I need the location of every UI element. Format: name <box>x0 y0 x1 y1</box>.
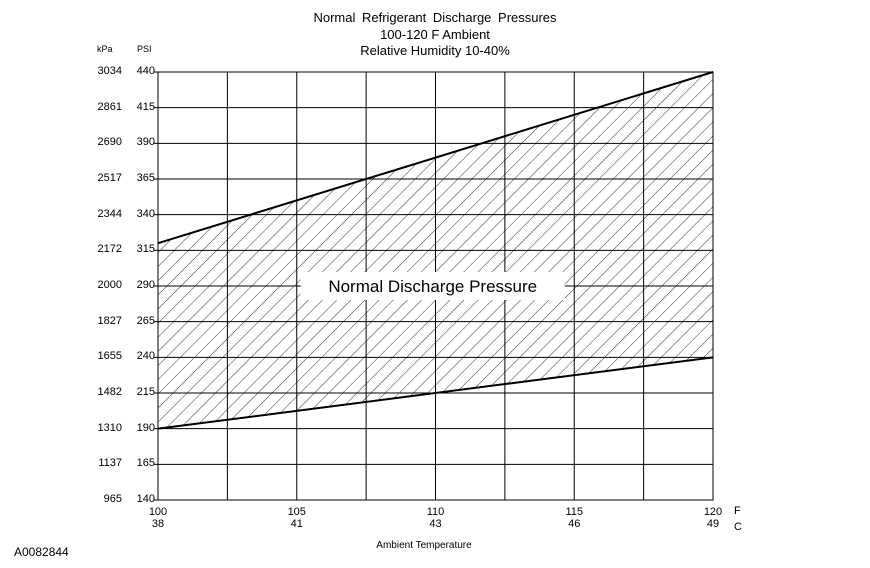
y-tick-label-psi: 390 <box>136 136 155 149</box>
y-tick-label-kpa: 2690 <box>97 136 122 149</box>
y-tick-label-kpa: 1137 <box>98 457 122 470</box>
y-tick-label-psi: 240 <box>136 350 155 363</box>
y-tick-label-psi: 265 <box>136 314 155 327</box>
celsius-unit-label: C <box>734 521 742 533</box>
y-tick-label-psi: 340 <box>136 207 155 220</box>
x-tick-label-celsius: 46 <box>568 518 581 530</box>
y-tick-label-psi: 440 <box>136 65 155 77</box>
y-tick-label-kpa: 1310 <box>97 421 122 434</box>
y-tick-label-psi: 215 <box>136 386 155 398</box>
x-tick-label-fahrenheit: 120 <box>703 506 723 518</box>
upper-limit-line <box>157 71 714 245</box>
y-tick-label-psi: 290 <box>136 279 155 291</box>
fahrenheit-unit-label: F <box>734 505 741 517</box>
kpa-axis-header: kPa <box>97 44 113 54</box>
chart-title: Normal Refrigerant Discharge Pressures <box>313 10 557 25</box>
plot-frame <box>157 71 714 501</box>
x-axis-label: Ambient Temperature <box>376 540 472 551</box>
y-tick-label-kpa: 2861 <box>97 100 122 113</box>
y-tick-label-kpa: 2172 <box>97 243 122 256</box>
figure-id: A0082844 <box>14 545 69 559</box>
x-tick-label-celsius: 49 <box>706 518 720 530</box>
y-tick-label-psi: 365 <box>136 172 155 184</box>
y-tick-label-kpa: 965 <box>103 493 122 505</box>
y-tick-label-kpa: 2344 <box>97 207 122 220</box>
y-tick-label-psi: 415 <box>136 100 155 113</box>
region-label: Normal Discharge Pressure <box>328 277 537 296</box>
y-tick-label-kpa: 1655 <box>97 350 122 363</box>
x-tick-label-celsius: 41 <box>290 518 303 530</box>
x-tick-label-celsius: 43 <box>429 518 442 530</box>
y-tick-label-psi: 315 <box>136 243 155 256</box>
y-tick-label-psi: 190 <box>136 421 155 434</box>
normal-pressure-region <box>158 72 713 429</box>
region-label-background <box>300 272 565 300</box>
y-tick-label-kpa: 1827 <box>97 314 122 327</box>
y-tick-label-psi: 165 <box>136 457 155 470</box>
x-tick-label-fahrenheit: 110 <box>426 506 445 518</box>
y-tick-label-kpa: 3034 <box>97 65 122 77</box>
x-tick-label-fahrenheit: 105 <box>287 506 306 518</box>
x-tick-label-celsius: 38 <box>151 518 165 530</box>
y-tick-label-kpa: 2517 <box>97 172 122 184</box>
psi-axis-header: PSI <box>137 44 152 54</box>
x-tick-label-fahrenheit: 100 <box>148 506 168 518</box>
lower-limit-line <box>157 356 714 430</box>
x-tick-label-fahrenheit: 115 <box>565 506 584 518</box>
chart-subtitle-humidity: Relative Humidity 10-40% <box>360 43 510 58</box>
y-tick-label-kpa: 2000 <box>97 279 122 291</box>
y-tick-label-kpa: 1482 <box>97 386 122 398</box>
y-tick-label-psi: 140 <box>136 493 155 505</box>
chart-subtitle-ambient: 100-120 F Ambient <box>380 27 490 42</box>
